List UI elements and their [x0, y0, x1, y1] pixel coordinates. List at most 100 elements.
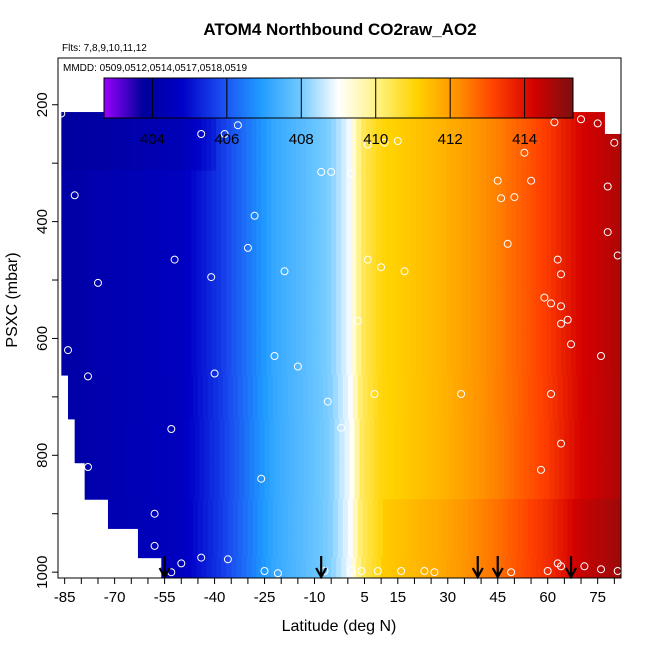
heatmap-cell — [526, 221, 532, 281]
heatmap-cell — [406, 170, 412, 223]
heatmap-cell — [451, 557, 457, 578]
heatmap-cell — [142, 528, 149, 559]
heatmap-cell — [134, 418, 141, 464]
heatmap-cell — [544, 462, 550, 500]
heatmap-cell — [207, 528, 214, 559]
heatmap-cell — [616, 221, 621, 281]
heatmap-cell — [307, 528, 314, 559]
heatmap-cell — [136, 280, 142, 332]
heatmap-cell — [291, 331, 297, 376]
heatmap-cell — [247, 499, 254, 529]
heatmap-cell — [381, 170, 387, 223]
heatmap-cell — [436, 221, 442, 281]
heatmap-cell — [561, 280, 567, 332]
sample-point — [557, 302, 565, 311]
heatmap-cell — [556, 112, 562, 135]
heatmap-cell — [486, 557, 492, 578]
heatmap-cell — [391, 170, 397, 223]
heatmap-cell — [146, 112, 152, 135]
heatmap-cell — [221, 133, 227, 172]
heatmap-cell — [76, 221, 82, 281]
heatmap-cell — [501, 112, 507, 135]
heatmap-cell — [434, 462, 441, 500]
heatmap-cell — [267, 499, 274, 529]
sample-point — [207, 273, 216, 282]
heatmap-cell — [256, 280, 262, 332]
heatmap-cell — [591, 221, 597, 281]
heatmap-cell — [562, 499, 569, 529]
heatmap-cell — [226, 112, 232, 135]
heatmap-cell — [521, 112, 527, 135]
heatmap-cell — [461, 557, 467, 578]
heatmap-cell — [114, 418, 121, 464]
heatmap-cell — [526, 133, 532, 172]
heatmap-cell — [412, 374, 419, 420]
heatmap-cell — [297, 528, 304, 559]
heatmap-cell — [479, 462, 486, 500]
heatmap-cell — [341, 280, 347, 332]
heatmap-cell — [572, 374, 579, 420]
heatmap-cell — [206, 557, 212, 578]
heatmap-cell — [286, 280, 292, 332]
heatmap-cell — [516, 170, 522, 223]
sample-point — [150, 509, 159, 518]
heatmap-cell — [116, 331, 122, 376]
heatmap-cell — [401, 112, 407, 135]
heatmap-cell — [616, 280, 621, 332]
sample-point — [400, 267, 409, 276]
heatmap-cell — [321, 331, 327, 376]
heatmap-cell — [459, 462, 466, 500]
heatmap-cell — [286, 112, 292, 135]
heatmap-cell — [281, 280, 287, 332]
heatmap-cell — [461, 280, 467, 332]
heatmap-cell — [169, 418, 176, 464]
heatmap-cell — [436, 170, 442, 223]
heatmap-cell — [279, 462, 286, 500]
heatmap-cell — [157, 528, 164, 559]
x-axis-tick-label: -85 — [54, 589, 76, 606]
heatmap-cell — [196, 112, 202, 135]
heatmap-cell — [91, 221, 97, 281]
sample-point — [280, 267, 289, 276]
heatmap-cell — [549, 462, 555, 500]
heatmap-cell — [521, 221, 527, 281]
heatmap-cell — [452, 374, 459, 420]
heatmap-cell — [312, 499, 319, 529]
sample-point — [420, 567, 429, 575]
heatmap-cell — [567, 528, 574, 559]
heatmap-cell — [237, 528, 244, 559]
heatmap-cell — [126, 280, 132, 332]
heatmap-cell — [512, 374, 519, 420]
heatmap-cell — [422, 528, 429, 559]
sample-point — [177, 559, 186, 568]
heatmap-cell — [521, 331, 527, 376]
sample-point — [220, 130, 229, 138]
sample-point — [597, 352, 605, 360]
heatmap-cell — [407, 528, 414, 559]
heatmap-cell — [534, 462, 540, 500]
heatmap-cell — [449, 462, 456, 500]
heatmap-cell — [116, 221, 122, 281]
heatmap-cell — [496, 170, 502, 223]
heatmap-cell — [276, 280, 282, 332]
heatmap-cell — [169, 462, 176, 500]
heatmap-cell — [284, 462, 291, 500]
heatmap-cell — [171, 133, 177, 172]
heatmap-cell — [216, 133, 222, 172]
sample-point — [293, 362, 302, 371]
heatmap-cell — [252, 499, 259, 529]
sample-point — [527, 176, 536, 185]
heatmap-cell — [356, 112, 362, 135]
heatmap-cell — [566, 112, 572, 135]
heatmap-cell — [234, 418, 241, 464]
heatmap-cell — [401, 170, 407, 223]
heatmap-cell — [411, 170, 417, 223]
heatmap-cell — [539, 462, 545, 500]
heatmap-cell — [281, 331, 287, 376]
heatmap-cell — [339, 418, 346, 464]
heatmap-cell — [351, 133, 357, 172]
heatmap-cell — [542, 499, 549, 529]
heatmap-cell — [264, 418, 271, 464]
heatmap-cell — [136, 133, 142, 172]
heatmap-cell — [211, 133, 217, 172]
